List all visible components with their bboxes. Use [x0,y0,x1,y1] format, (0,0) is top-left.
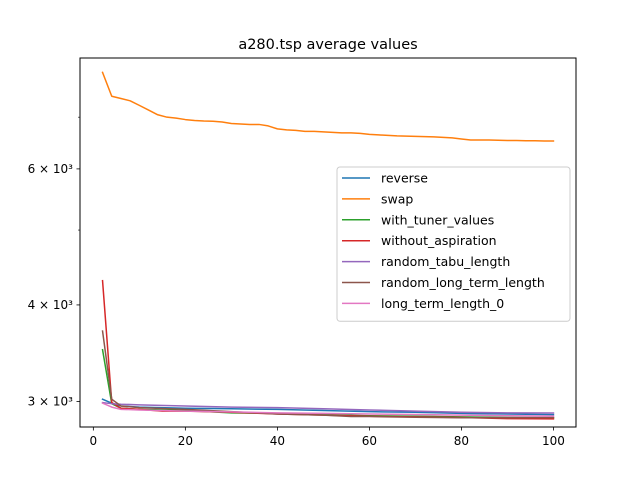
x-axis: 0 20 40 60 80 100 [90,427,565,448]
legend-entry-label: swap [381,191,413,206]
series-line-long-term-length-0 [101,402,555,417]
plot-area-frame [79,57,577,428]
y-tick-label: 3 × 10³ [28,394,74,408]
chart-title: a280.tsp average values [238,37,417,53]
x-tick-label: 80 [454,434,469,448]
series-line-swap [101,71,555,142]
x-tick-label: 40 [270,434,285,448]
y-tick-label: 4 × 10³ [28,298,74,312]
legend: reverse swap with_tuner_values without_aspi… [336,166,571,322]
x-tick-label: 0 [90,434,98,448]
legend-entry-label: random_long_term_length [381,275,545,290]
legend-box [336,166,571,322]
legend-entry-label: with_tuner_values [381,212,494,227]
series-line-random-long-term-length [101,330,555,419]
legend-entry-label: reverse [381,171,428,186]
series-layer [101,71,555,420]
x-tick-label: 100 [542,434,565,448]
y-tick-label: 6 × 10³ [28,162,74,176]
legend-entry-label: long_term_length_0 [381,296,504,311]
y-axis: 3 × 10³ 4 × 10³ 6 × 10³ [28,116,80,408]
series-line-random-tabu-length [101,401,555,414]
x-tick-label: 20 [178,434,193,448]
legend-entry-label: without_aspiration [381,233,497,248]
legend-entry-label: random_tabu_length [381,254,510,269]
x-tick-label: 60 [362,434,377,448]
